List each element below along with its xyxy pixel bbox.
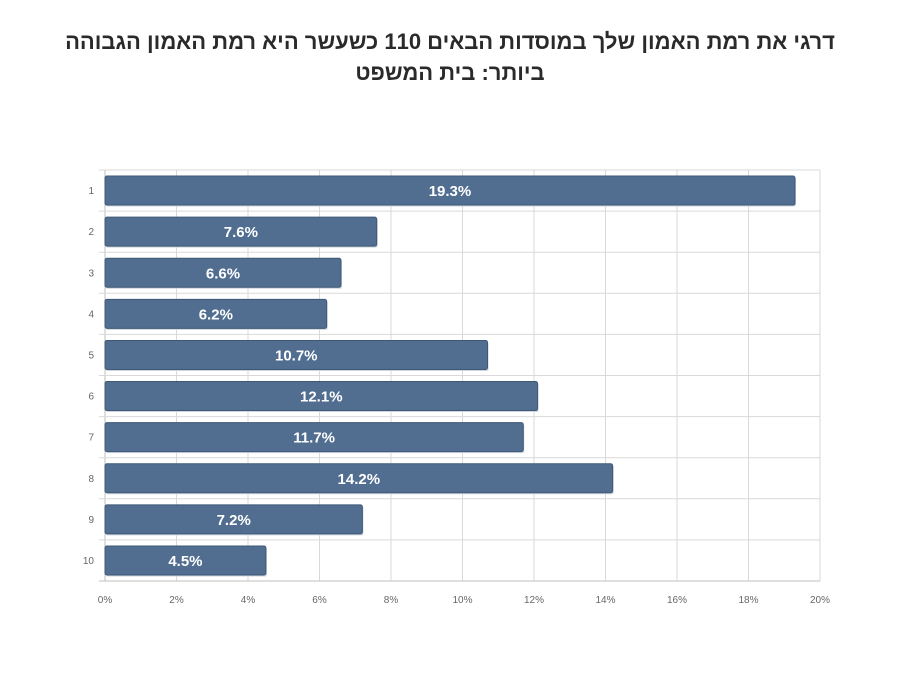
- bar: [104, 216, 378, 247]
- bar: [104, 422, 524, 453]
- y-category-label: 7: [88, 433, 94, 444]
- bar-value-label: 12.1%: [300, 389, 343, 406]
- bar-value-label: 19.3%: [429, 183, 472, 200]
- x-tick-label: 12%: [524, 595, 544, 606]
- bar-value-label: 7.2%: [217, 512, 251, 529]
- bar: [104, 463, 614, 494]
- bar-value-label: 10.7%: [275, 347, 318, 364]
- x-tick-label: 16%: [667, 595, 687, 606]
- x-tick-label: 8%: [384, 595, 399, 606]
- x-tick-label: 10%: [452, 595, 472, 606]
- x-tick-label: 4%: [241, 595, 256, 606]
- y-category-label: 10: [83, 556, 95, 567]
- y-category-label: 6: [88, 392, 94, 403]
- bar-value-label: 6.2%: [199, 306, 233, 323]
- bar-value-label: 4.5%: [168, 553, 202, 570]
- bar-value-label: 11.7%: [293, 430, 335, 447]
- x-tick-label: 20%: [810, 595, 830, 606]
- bar-value-label: 7.6%: [224, 224, 258, 241]
- y-category-label: 8: [88, 474, 94, 485]
- chart-title-line-1: דרגי את רמת האמון שלך במוסדות הבאים 110 …: [65, 29, 835, 54]
- x-tick-label: 18%: [738, 595, 758, 606]
- chart-title-line-2: ביותר: בית המשפט: [355, 60, 545, 85]
- bar: [104, 504, 363, 535]
- bar: [104, 381, 539, 412]
- bar: [104, 339, 489, 370]
- bar-value-label: 6.6%: [206, 265, 240, 282]
- x-tick-label: 14%: [595, 595, 615, 606]
- y-category-label: 4: [88, 309, 94, 320]
- x-tick-label: 0%: [98, 595, 113, 606]
- bar: [104, 298, 328, 329]
- y-category-label: 2: [88, 227, 94, 238]
- bar: [104, 545, 267, 576]
- y-category-label: 9: [88, 515, 94, 526]
- bar-layer: 19.3% 7.6% 6.6% 6.2% 10.7% 12.1% 11.7% 14.2% 7.2…: [104, 175, 796, 577]
- y-category-label: 1: [88, 186, 94, 197]
- bar: [104, 257, 342, 288]
- y-category-label: 5: [88, 350, 94, 361]
- axis-layer: 0% 2% 4% 6% 8% 10% 12% 14% 16% 18% 20% 1 2 3 4 5 6 7 8 9 10: [83, 186, 830, 606]
- x-tick-label: 6%: [312, 595, 327, 606]
- bar-value-label: 14.2%: [338, 471, 381, 488]
- y-category-label: 3: [88, 268, 94, 279]
- x-tick-label: 2%: [169, 595, 184, 606]
- bar: [104, 175, 796, 206]
